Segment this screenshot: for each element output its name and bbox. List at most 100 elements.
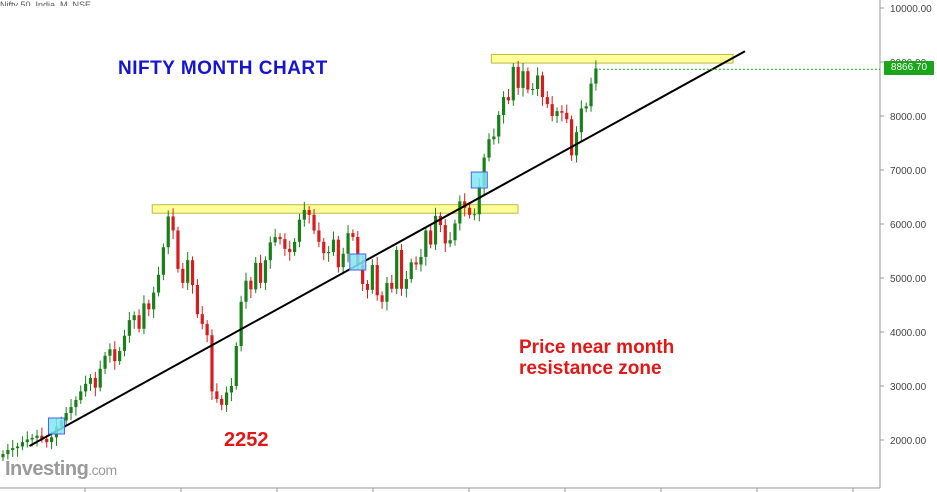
candle-body [472,214,477,216]
candle-body [545,97,549,105]
candle-body [171,216,175,231]
chart-title: NIFTY MONTH CHART [118,58,328,79]
candle-body [122,335,127,351]
y-tick-label: 6000.00 [890,220,927,231]
candle-body [20,442,25,447]
candle-body [244,280,248,302]
y-tick-label: 8000.00 [890,112,927,123]
candle-body [229,386,234,393]
candle-body [346,233,350,254]
candle-body [69,407,73,413]
candle-body [594,68,598,84]
candle-body [322,241,326,254]
trendline-touch-marker [349,253,367,271]
candle-body [186,260,190,283]
candle-body [463,201,467,208]
candle-body [351,233,355,237]
candle-body [536,75,540,89]
candle-body [224,392,229,405]
candle-body [283,239,287,249]
candle-body [234,346,238,386]
candle-body [35,435,39,438]
candle-body [540,75,545,98]
candle-body [79,391,83,401]
candle-body [297,219,302,242]
candle-body [375,265,379,296]
candle-body [565,112,569,120]
brand-suffix: .com [88,462,117,478]
note-line-1: Price near month [519,337,675,358]
candle-body [385,282,389,302]
candle-body [433,215,438,245]
y-tick-label: 4000.00 [890,328,927,339]
candle-body [249,280,253,290]
y-tick-label: 5000.00 [890,274,927,285]
resistance-zone [490,53,734,64]
candle-body [30,437,34,440]
candle-body [570,119,574,156]
candle-body [11,448,15,450]
candle-body [414,262,418,265]
candle-body [254,262,258,290]
candle-body [195,285,199,315]
candle-body [501,97,506,115]
candle-body [365,283,370,290]
chart-header: Nifty 50, India, M, NSE [0,0,92,6]
resistance-zone [151,204,519,214]
candle-body [161,247,165,275]
candle-body [132,315,136,321]
candle-body [50,437,54,443]
candle-body [399,249,404,289]
trendline-touch-marker [47,417,65,435]
candle-body [584,106,588,109]
brand-name: Investing [5,458,89,480]
candle-body [380,295,384,302]
note-line-2: resistance zone [519,358,662,379]
candle-body [395,249,399,289]
candle-body [200,314,204,324]
candle-body [1,454,5,458]
candle-body [40,435,44,439]
candle-body [390,282,394,289]
trendline-touch-marker [470,171,488,189]
candle-body [312,214,316,231]
candle-body [239,301,243,347]
candle-body [526,71,530,90]
last-price-tag: 8866.70 [884,61,934,75]
candle-body [579,108,583,133]
candle-body [370,265,374,290]
candle-body [443,225,447,244]
investing-logo[interactable]: Investing.com [5,458,117,481]
trendline [28,50,746,447]
candle-body [113,349,117,362]
candle-body [118,350,122,362]
candle-body [302,209,306,220]
candle-body [166,216,170,248]
candle-body [409,262,413,280]
candle-body [356,236,360,265]
candle-body [361,264,365,284]
candle-body [487,139,491,158]
candle-body [511,66,515,101]
candle-body [531,89,535,90]
candle-body [497,114,501,137]
y-tick-label: 3000.00 [890,382,927,393]
candle-body [142,303,146,329]
candle-body [108,349,112,356]
candle-body [215,391,219,399]
candle-body [127,320,131,336]
candle-body [137,315,141,329]
candle-body [419,256,423,265]
y-tick-label: 7000.00 [890,166,927,177]
candle-body [467,207,472,215]
y-tick-label: 2000.00 [890,436,927,447]
candle-body [273,236,277,243]
candle-body [45,438,49,443]
candle-body [93,377,97,388]
candle-body [555,111,559,116]
candle-body [438,215,442,226]
candle-body [84,383,88,392]
candle-body [156,274,161,293]
candle-body [521,71,525,88]
